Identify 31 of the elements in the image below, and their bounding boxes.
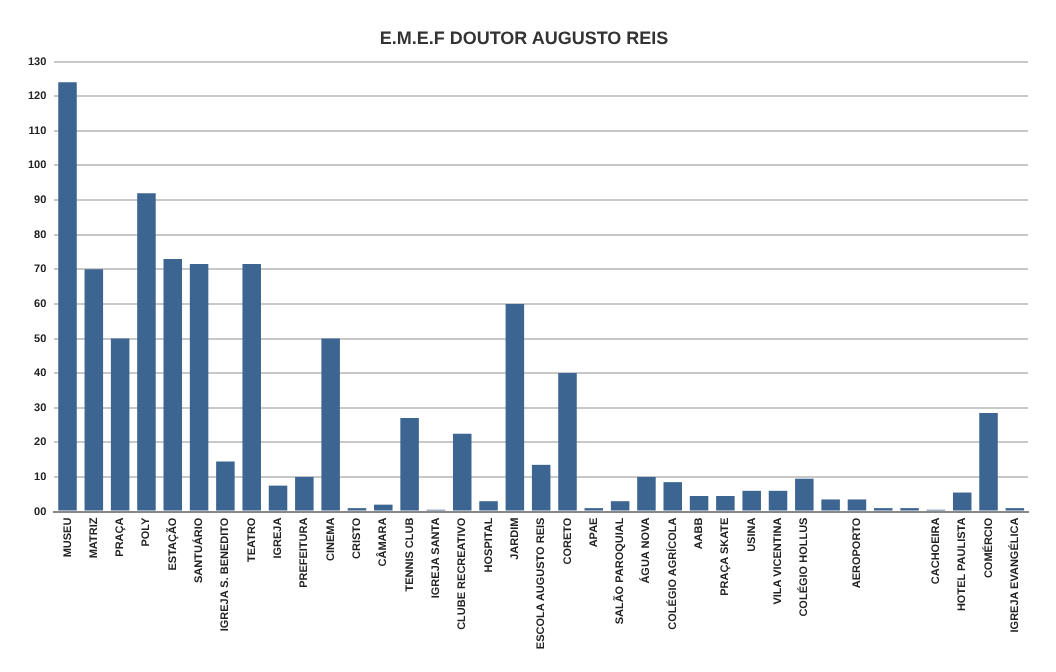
bar (321, 338, 340, 511)
bar (84, 269, 104, 511)
bar (216, 461, 235, 511)
bar (505, 303, 525, 511)
bar (663, 482, 683, 511)
bar (768, 490, 788, 511)
bar (795, 478, 814, 511)
bar (637, 476, 656, 511)
bar (163, 258, 183, 511)
bar (374, 504, 393, 511)
bar (137, 193, 156, 511)
bar (189, 264, 209, 511)
bar (479, 501, 498, 511)
bar (452, 433, 472, 511)
bar (558, 373, 577, 511)
bar (295, 476, 314, 511)
bar (610, 501, 630, 511)
bar (847, 499, 867, 511)
bar (531, 464, 551, 511)
bar (716, 496, 735, 511)
bar (400, 418, 419, 511)
bar (110, 338, 130, 511)
bar (821, 499, 840, 511)
bar (242, 264, 261, 511)
bar (689, 496, 709, 511)
bar (979, 412, 998, 511)
bar (268, 485, 288, 511)
chart-title: E.M.E.F DOUTOR AUGUSTO REIS (379, 27, 669, 48)
bar (742, 490, 761, 511)
bar (952, 492, 972, 511)
bar (58, 82, 77, 511)
